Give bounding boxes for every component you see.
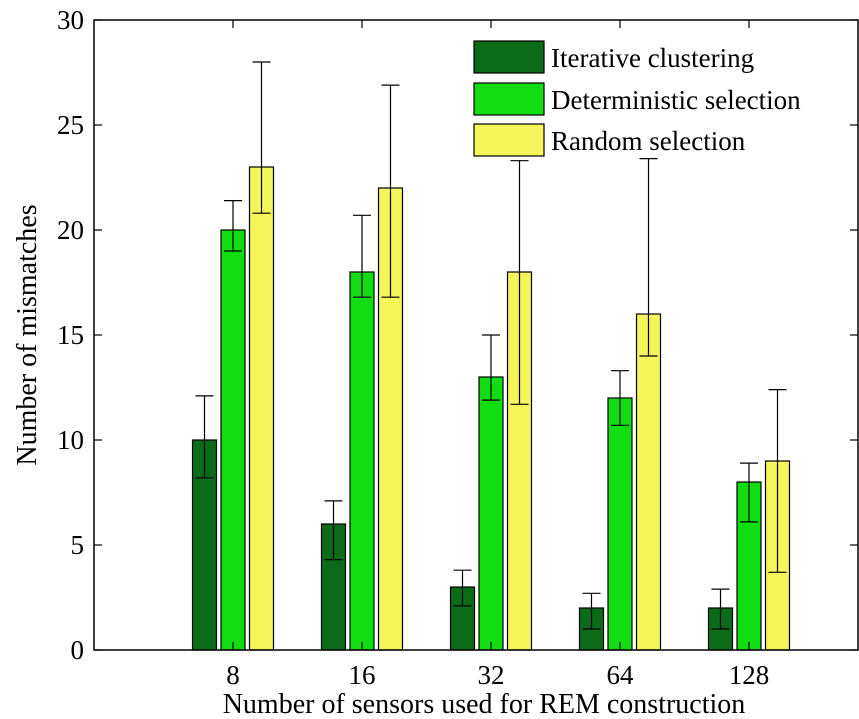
legend-swatch-iterative-clustering	[473, 40, 545, 74]
y-tick-label: 20	[57, 215, 84, 245]
error-bar-random-selection-32	[510, 160, 529, 405]
y-axis: 0 5 10 15 20 25 30	[57, 5, 858, 665]
y-tick-label: 25	[57, 110, 84, 140]
legend-label-iterative-clustering: Iterative clustering	[551, 43, 754, 73]
y-tick-label: 5	[71, 530, 85, 560]
error-bar-iterative-clustering-32	[453, 569, 472, 607]
bar-deterministic-selection-16	[349, 271, 375, 651]
x-tick-label: 16	[349, 660, 376, 690]
legend-label-deterministic-selection: Deterministic selection	[551, 85, 801, 115]
bar-random-selection-8	[248, 166, 275, 651]
y-tick-label: 10	[57, 425, 84, 455]
y-tick-label: 0	[71, 635, 85, 665]
error-bar-random-selection-8	[252, 61, 271, 214]
error-bar-deterministic-selection-128	[740, 462, 758, 523]
error-bar-random-selection-128	[768, 389, 787, 573]
error-bar-deterministic-selection-64	[611, 370, 629, 426]
error-bar-iterative-clustering-8	[195, 395, 214, 479]
error-bar-iterative-clustering-16	[324, 500, 343, 561]
y-axis-title: Number of mismatches	[12, 204, 43, 465]
error-bar-deterministic-selection-32	[482, 334, 500, 401]
error-bar-iterative-clustering-128	[711, 588, 730, 630]
y-tick-label: 15	[57, 320, 84, 350]
x-tick-label: 32	[478, 660, 505, 690]
legend: Iterative clustering Deterministic selec…	[473, 40, 801, 157]
bar-deterministic-selection-8	[220, 229, 246, 651]
bar-deterministic-selection-64	[607, 397, 633, 651]
error-bar-deterministic-selection-8	[224, 200, 242, 252]
bar-random-selection-64	[635, 313, 662, 651]
x-tick-label: 8	[226, 660, 240, 690]
x-tick-label: 64	[607, 660, 635, 690]
error-bar-random-selection-64	[639, 158, 658, 357]
y-tick-label: 30	[57, 5, 84, 35]
bar-deterministic-selection-32	[478, 376, 504, 651]
bars-layer	[191, 166, 791, 651]
legend-swatch-deterministic-selection	[473, 82, 545, 116]
x-tick-label: 128	[729, 660, 770, 690]
error-bar-iterative-clustering-64	[582, 592, 601, 630]
x-axis: 8 16 32 64 128	[226, 20, 769, 690]
x-axis-title: Number of sensors used for REM construct…	[223, 689, 746, 719]
error-bar-random-selection-16	[381, 84, 400, 298]
legend-label-random-selection: Random selection	[551, 126, 746, 156]
error-bars-layer	[195, 61, 787, 630]
legend-swatch-random-selection	[473, 123, 545, 157]
error-bar-deterministic-selection-16	[353, 214, 371, 298]
